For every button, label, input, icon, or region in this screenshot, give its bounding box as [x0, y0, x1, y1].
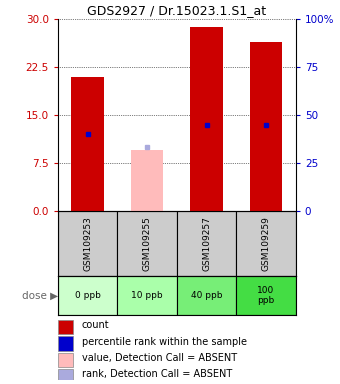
Text: dose ▶: dose ▶ — [22, 291, 58, 301]
Bar — [58, 211, 117, 276]
Bar — [117, 211, 177, 276]
Bar — [58, 336, 73, 351]
Bar — [190, 27, 223, 211]
Bar — [177, 276, 236, 315]
Text: 100
ppb: 100 ppb — [257, 286, 275, 305]
Text: percentile rank within the sample: percentile rank within the sample — [82, 337, 246, 347]
Bar — [236, 211, 296, 276]
Text: GSM109253: GSM109253 — [83, 217, 92, 271]
Bar — [250, 41, 283, 211]
Bar — [58, 369, 73, 383]
Bar — [177, 211, 236, 276]
Bar — [58, 320, 73, 334]
Text: GSM109255: GSM109255 — [142, 217, 152, 271]
Bar — [131, 151, 164, 211]
Text: rank, Detection Call = ABSENT: rank, Detection Call = ABSENT — [82, 369, 232, 379]
Bar — [58, 353, 73, 367]
Text: 40 ppb: 40 ppb — [191, 291, 222, 300]
Bar — [71, 77, 104, 211]
Text: 10 ppb: 10 ppb — [131, 291, 163, 300]
Text: value, Detection Call = ABSENT: value, Detection Call = ABSENT — [82, 353, 237, 363]
Bar — [58, 276, 117, 315]
Bar — [236, 276, 296, 315]
Text: GSM109257: GSM109257 — [202, 217, 211, 271]
Title: GDS2927 / Dr.15023.1.S1_at: GDS2927 / Dr.15023.1.S1_at — [87, 3, 266, 17]
Text: count: count — [82, 320, 109, 330]
Text: 0 ppb: 0 ppb — [74, 291, 101, 300]
Bar — [117, 276, 177, 315]
Text: GSM109259: GSM109259 — [261, 217, 271, 271]
